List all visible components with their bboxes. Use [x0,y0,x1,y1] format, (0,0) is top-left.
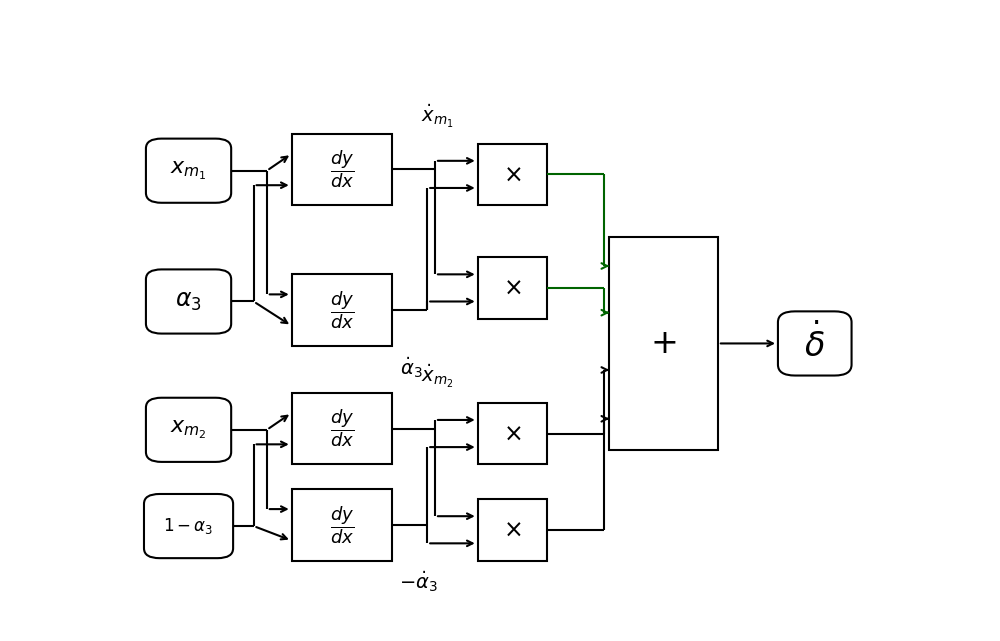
Text: $x_{m_1}$: $x_{m_1}$ [170,160,207,182]
FancyBboxPatch shape [144,494,233,558]
Text: $\dfrac{dy}{dx}$: $\dfrac{dy}{dx}$ [330,408,354,449]
Text: $\dot{x}_{m_2}$: $\dot{x}_{m_2}$ [421,363,454,390]
Text: $\dot{\alpha}_3$: $\dot{\alpha}_3$ [400,355,423,379]
Text: $\dot{\delta}$: $\dot{\delta}$ [804,323,825,363]
Text: $-\dot{\alpha}_3$: $-\dot{\alpha}_3$ [399,569,438,594]
Bar [609,237,718,449]
Text: $\times$: $\times$ [503,422,522,445]
Text: $\dfrac{dy}{dx}$: $\dfrac{dy}{dx}$ [330,504,354,545]
Bar [478,144,547,205]
Bar [478,499,547,561]
Text: $+$: $+$ [650,327,677,360]
Bar [292,134,392,205]
FancyBboxPatch shape [778,312,852,376]
Bar [292,274,392,346]
Text: $\times$: $\times$ [503,518,522,542]
Text: $\times$: $\times$ [503,276,522,300]
Text: $\times$: $\times$ [503,162,522,187]
Bar [292,489,392,561]
FancyBboxPatch shape [146,269,231,333]
Text: $\dot{x}_{m_1}$: $\dot{x}_{m_1}$ [421,103,454,129]
Bar [478,403,547,464]
Bar [292,393,392,464]
FancyBboxPatch shape [146,138,231,203]
Text: $\dfrac{dy}{dx}$: $\dfrac{dy}{dx}$ [330,149,354,190]
Text: $1-\alpha_3$: $1-\alpha_3$ [163,516,214,536]
Text: $\dfrac{dy}{dx}$: $\dfrac{dy}{dx}$ [330,289,354,331]
Text: $x_{m_2}$: $x_{m_2}$ [170,419,207,441]
FancyBboxPatch shape [146,397,231,462]
Bar [478,257,547,319]
Text: $\alpha_3$: $\alpha_3$ [175,290,202,313]
